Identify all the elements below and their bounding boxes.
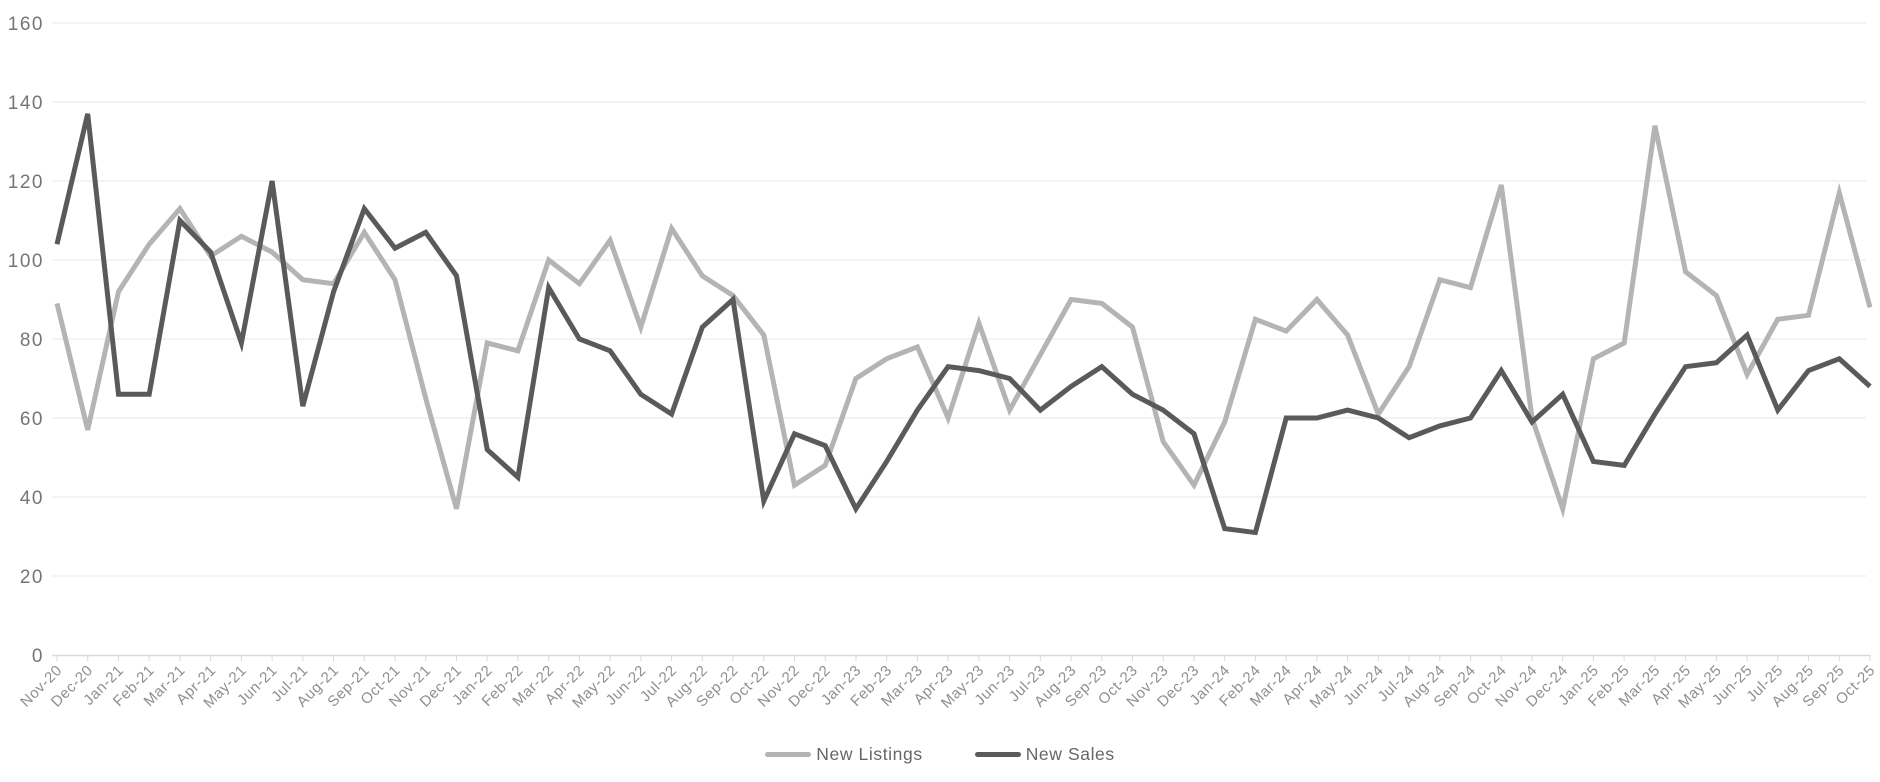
chart-canvas: 0 20 40 60 80 100 120 140 160 Nov-20Dec-20Jan-21F…	[8, 14, 1879, 712]
new-sales-line-swatch	[974, 752, 1021, 757]
svg-text:40: 40	[20, 488, 44, 509]
svg-text:120: 120	[8, 172, 44, 193]
svg-text:160: 160	[8, 14, 44, 35]
gridlines	[52, 22, 1866, 577]
svg-text:20: 20	[20, 567, 44, 588]
svg-text:80: 80	[20, 330, 44, 351]
svg-text:140: 140	[8, 93, 44, 114]
legend-item-new-sales: New Sales	[974, 744, 1115, 765]
y-axis-labels: 0 20 40 60 80 100 120 140 160	[8, 14, 44, 667]
x-axis-ticks	[56, 655, 1871, 661]
x-axis-labels: Nov-20Dec-20Jan-21Feb-21Mar-21Apr-21May-…	[17, 662, 1879, 712]
legend-label-new-sales: New Sales	[1025, 744, 1115, 764]
legend-label-new-listings: New Listings	[816, 744, 923, 764]
legend-item-new-listings: New Listings	[765, 744, 922, 765]
svg-text:0: 0	[32, 646, 44, 667]
series-line-new-sales	[54, 113, 1872, 536]
new-listings-line-swatch	[765, 752, 812, 757]
chart-legend: New Listings New Sales	[0, 735, 1880, 782]
svg-text:60: 60	[20, 409, 44, 430]
svg-text:100: 100	[8, 251, 44, 272]
